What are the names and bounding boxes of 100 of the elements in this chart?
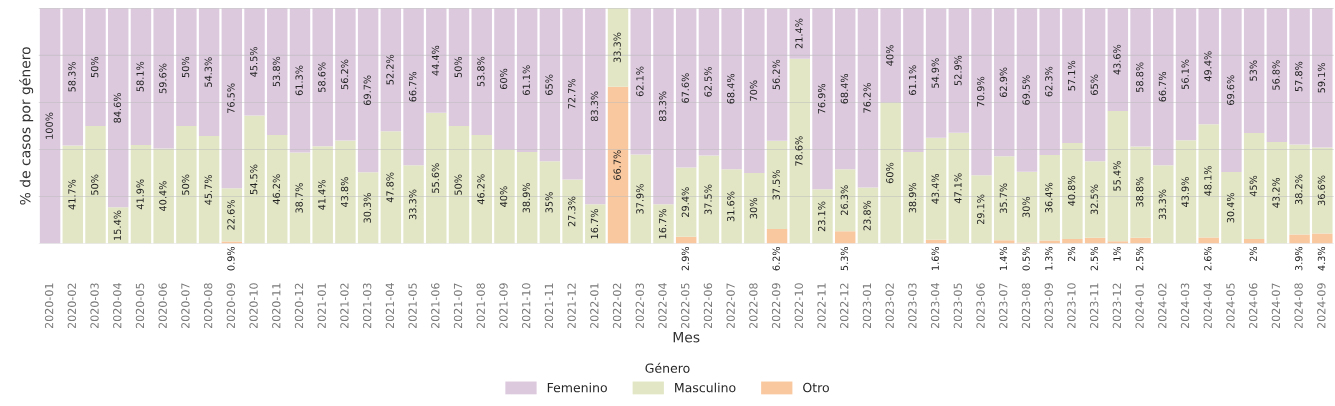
bar — [1312, 147, 1333, 234]
bar — [335, 8, 356, 141]
x-tick-label: 2024-07 — [1271, 283, 1281, 329]
bar — [994, 156, 1015, 241]
bar — [766, 8, 788, 141]
bar — [357, 8, 379, 173]
bar — [244, 115, 265, 244]
data-label: 1% — [1113, 246, 1121, 261]
data-label: 30% — [1022, 196, 1030, 218]
bar — [1107, 110, 1129, 242]
data-label: 69.7% — [363, 75, 371, 106]
bar — [721, 169, 742, 244]
x-tick-label: 2020-06 — [158, 283, 167, 329]
data-label: 56.1% — [1181, 59, 1189, 90]
data-label: 4.3% — [1317, 246, 1326, 271]
bar — [1221, 172, 1242, 244]
data-label: 66.7% — [613, 150, 621, 180]
data-label: 37.5% — [772, 170, 780, 200]
bar — [1312, 8, 1333, 148]
data-label: 76.2% — [863, 83, 871, 113]
x-axis-title: Mes — [673, 332, 700, 343]
data-label: 29.4% — [681, 187, 690, 217]
bar — [1175, 140, 1197, 244]
x-tick-label: 2020-12 — [294, 283, 304, 329]
bar — [516, 8, 538, 153]
bar — [85, 8, 106, 126]
bar — [448, 8, 470, 126]
bar — [403, 165, 424, 244]
data-label: 40% — [499, 186, 508, 207]
data-label: 76.9% — [817, 83, 826, 114]
data-label: 53.8% — [272, 56, 281, 87]
bar — [766, 229, 788, 244]
x-tick-label: 2020-05 — [135, 283, 145, 329]
data-label: 50% — [181, 174, 190, 195]
data-label: 6.2% — [772, 246, 780, 271]
x-tick-label: 2021-03 — [362, 283, 372, 329]
bar — [516, 152, 538, 244]
data-label: 59.1% — [1317, 62, 1326, 93]
data-label: 83.3% — [658, 91, 667, 122]
x-tick-label: 2023-10 — [1067, 283, 1076, 329]
data-label: 30.3% — [363, 193, 371, 223]
x-tick-label: 2020-10 — [249, 283, 258, 329]
bar — [153, 8, 174, 149]
bar — [62, 145, 84, 244]
legend-label: Femenino — [547, 382, 607, 393]
x-tick-label: 2022-07 — [726, 283, 735, 329]
bar — [380, 8, 402, 132]
data-label: 0.9% — [227, 246, 235, 271]
data-label: 15.4% — [113, 210, 122, 240]
bar — [812, 189, 833, 244]
data-label: 43.6% — [1113, 44, 1121, 75]
x-tick-label: 2020-04 — [113, 283, 122, 329]
bar — [744, 8, 765, 174]
data-label: 54.5% — [250, 164, 258, 195]
data-label: 68.4% — [840, 73, 849, 104]
data-label: 45.5% — [250, 46, 258, 77]
bar — [289, 152, 311, 244]
data-label: 43.8% — [340, 177, 349, 208]
bar — [221, 241, 243, 244]
x-tick-label: 2021-11 — [544, 283, 554, 329]
bar — [539, 161, 561, 244]
x-tick-label: 2023-12 — [1112, 283, 1122, 329]
data-label: 16.7% — [590, 209, 599, 239]
bar — [1016, 8, 1038, 172]
x-tick-label: 2024-04 — [1203, 283, 1212, 329]
data-label: 50% — [90, 174, 99, 195]
x-tick-label: 2023-07 — [999, 283, 1008, 329]
bar — [539, 8, 561, 162]
data-label: 43.2% — [1272, 177, 1280, 208]
data-label: 62.9% — [999, 67, 1008, 98]
data-label: 26.3% — [840, 185, 849, 215]
x-tick-label: 2020-07 — [181, 283, 190, 329]
bar — [198, 8, 220, 137]
data-label: 33.3% — [409, 189, 417, 220]
bar — [494, 8, 515, 150]
data-label: 47.1% — [954, 173, 962, 204]
bar — [1198, 8, 1219, 125]
bar — [789, 58, 811, 244]
bar — [426, 112, 447, 244]
data-label: 3.9% — [1295, 246, 1303, 271]
data-label: 62.1% — [636, 66, 644, 97]
x-tick-label: 2022-06 — [703, 283, 713, 329]
data-label: 33.3% — [1158, 189, 1167, 220]
bar — [857, 8, 879, 188]
bar — [335, 140, 356, 244]
x-tick-label: 2021-07 — [453, 283, 463, 329]
data-label: 38.9% — [908, 182, 917, 213]
x-tick-label: 2024-06 — [1248, 283, 1258, 329]
bar — [698, 155, 720, 244]
data-label: 53.8% — [477, 56, 485, 87]
data-label: 55.4% — [1113, 161, 1121, 191]
bar — [130, 145, 152, 244]
bar — [85, 125, 106, 244]
bar — [108, 8, 129, 208]
x-tick-label: 2023-02 — [885, 283, 894, 329]
bar — [925, 8, 947, 138]
bar — [494, 149, 515, 244]
bar — [1039, 8, 1060, 155]
data-label: 38.9% — [522, 182, 530, 213]
x-tick-label: 2021-06 — [431, 283, 440, 329]
